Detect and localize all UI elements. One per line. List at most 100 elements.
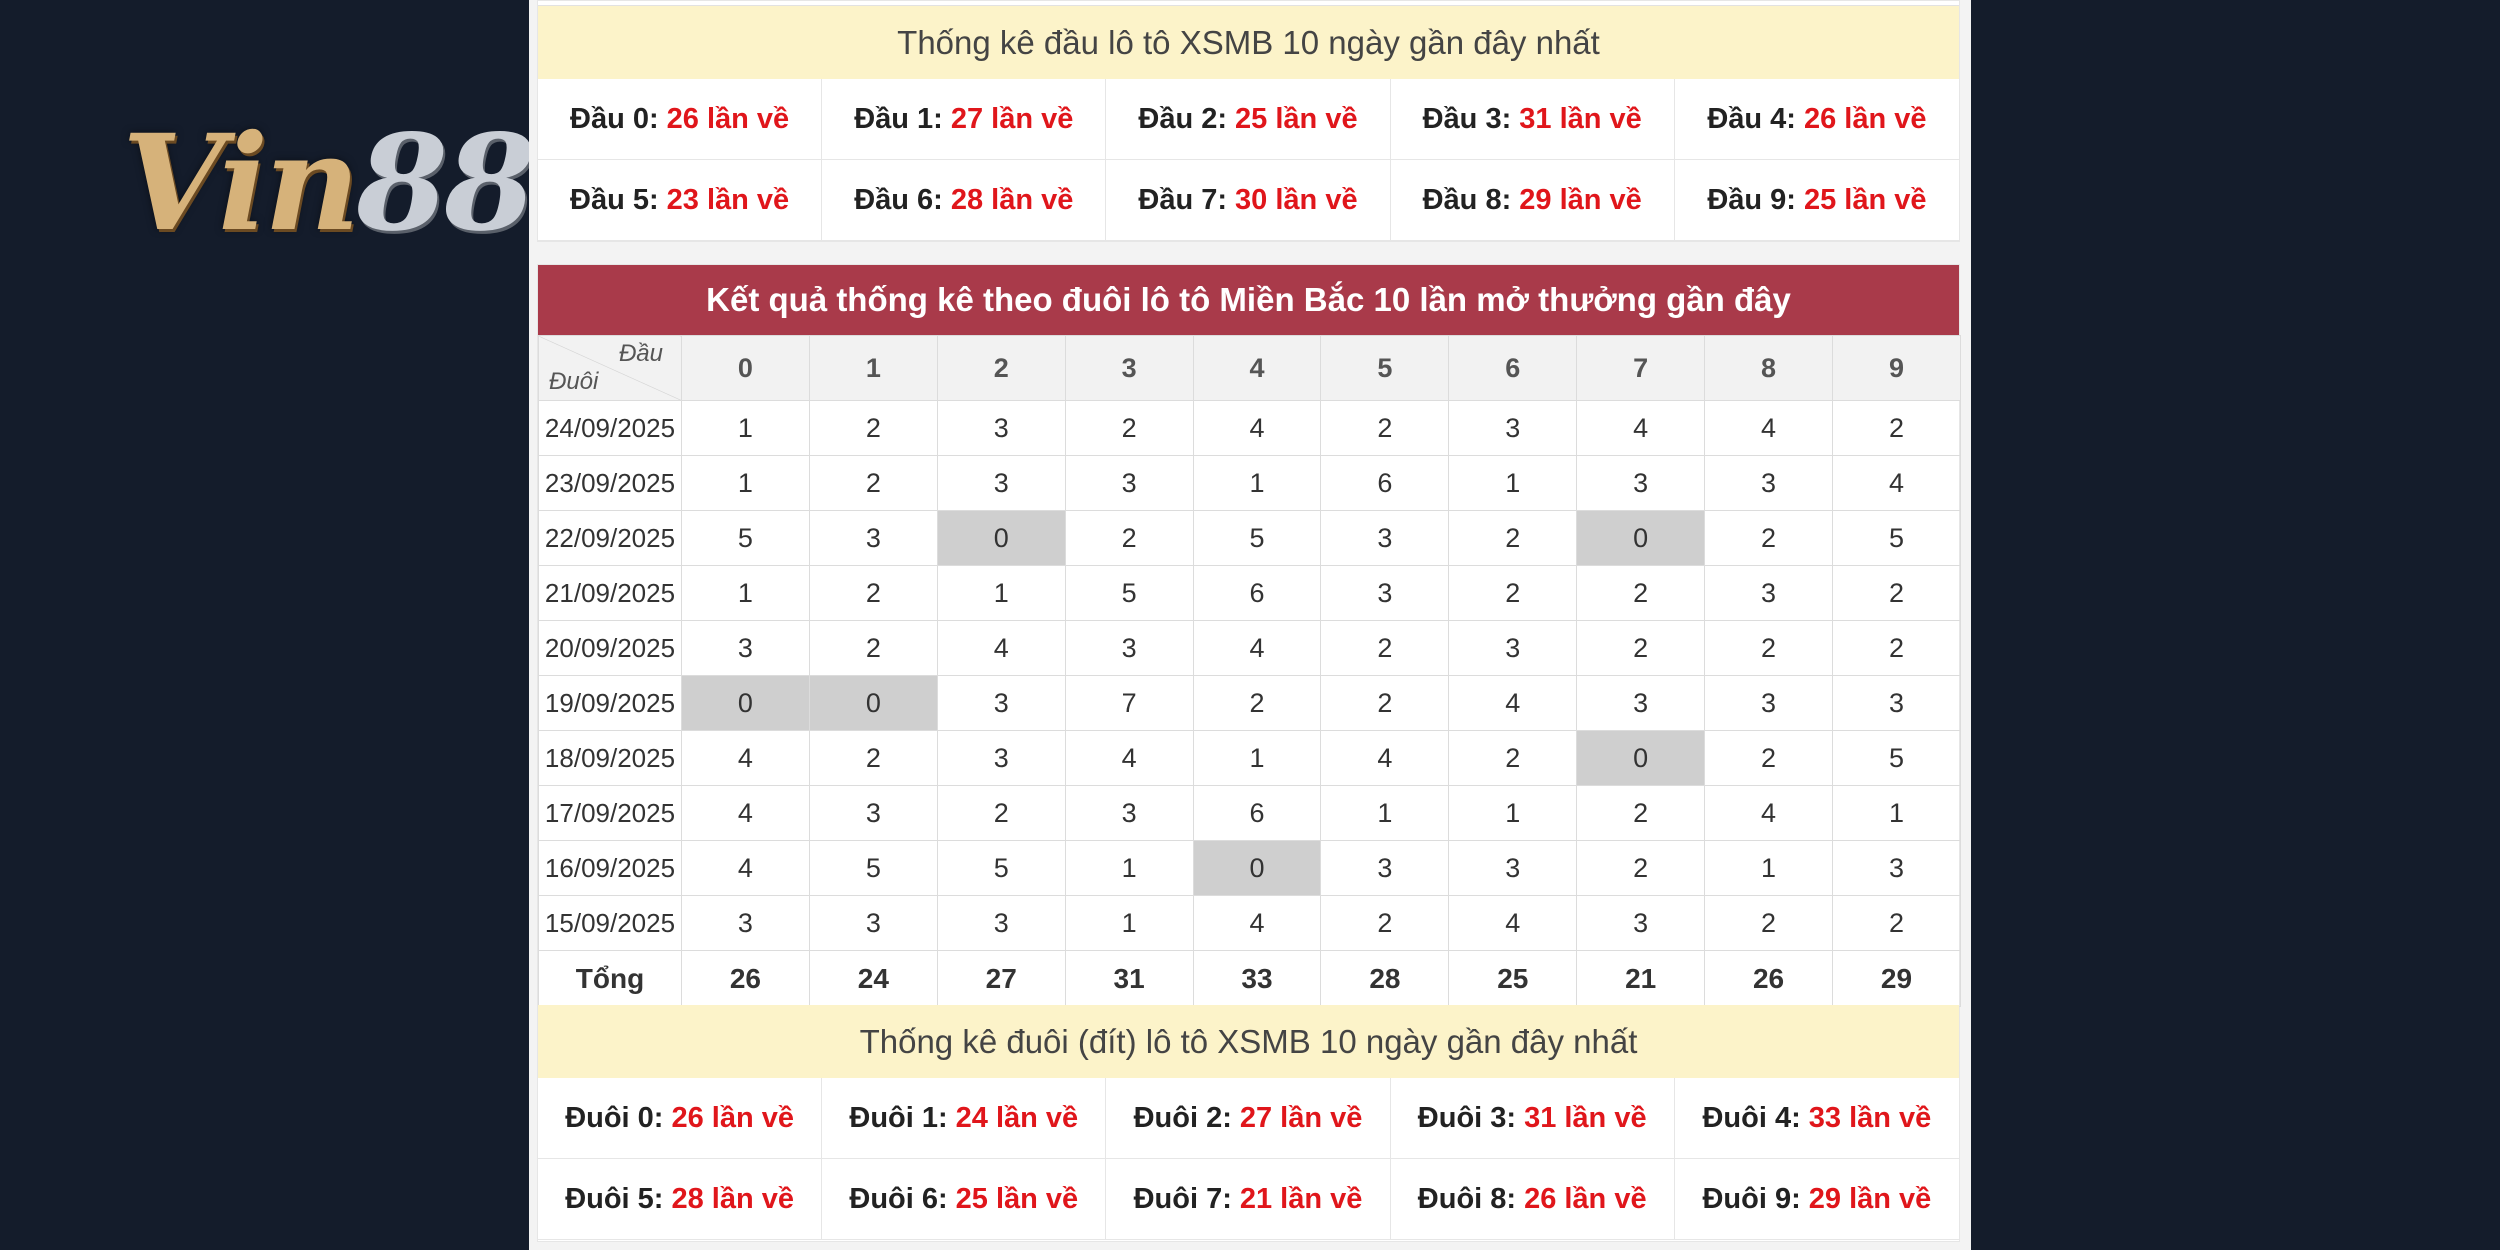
duoi-stat-value: 28 lần về <box>671 1182 794 1215</box>
dau-stat-label: Đầu 8: <box>1422 183 1512 216</box>
table-row: 24/09/2025 1 2 3 2 4 2 3 4 4 2 <box>538 400 1961 456</box>
dau-stats-box: Thống kê đầu lô tô XSMB 10 ngày gần đây … <box>537 0 1960 242</box>
dau-stat-6: Đầu 6: 28 lần về <box>822 160 1107 241</box>
count-cell: 3 <box>1704 675 1834 731</box>
dau-stat-value: 23 lần về <box>666 183 790 216</box>
logo-text: Vin <box>122 106 360 261</box>
count-cell: 4 <box>1704 400 1834 456</box>
count-cell: 4 <box>1448 675 1578 731</box>
count-cell: 2 <box>808 400 938 456</box>
corner-dau-label: Đầu <box>618 340 663 367</box>
count-cell: 4 <box>1320 730 1450 786</box>
count-cell: 5 <box>808 840 938 896</box>
count-cell: 3 <box>1576 675 1706 731</box>
row-date: 18/09/2025 <box>538 730 682 786</box>
row-date: 16/09/2025 <box>538 840 682 896</box>
count-cell: 2 <box>1704 620 1834 676</box>
count-cell: 5 <box>681 510 810 566</box>
count-cell: 6 <box>1320 455 1450 511</box>
count-cell: 6 <box>1192 565 1322 621</box>
count-cell: 2 <box>1448 565 1578 621</box>
table-row: 17/09/2025 4 3 2 3 6 1 1 2 4 1 <box>538 785 1961 841</box>
count-cell: 0 <box>1576 510 1706 566</box>
duoi-stats-grid: Đuôi 0: 26 lần về Đuôi 1: 24 lần về Đuôi 2… <box>538 1078 1959 1240</box>
dau-stat-value: 28 lần về <box>950 183 1074 216</box>
total-cell: 27 <box>936 950 1066 1007</box>
count-cell: 1 <box>1704 840 1834 896</box>
row-date: 17/09/2025 <box>538 785 682 841</box>
count-cell: 1 <box>1192 455 1322 511</box>
dau-stat-label: Đầu 1: <box>854 102 943 135</box>
duoi-stat-value: 29 lần về <box>1808 1182 1932 1215</box>
duoi-stat-6: Đuôi 6: 25 lần về <box>822 1159 1107 1240</box>
count-cell: 3 <box>1064 620 1194 676</box>
duoi-stat-1: Đuôi 1: 24 lần về <box>822 1078 1107 1159</box>
count-cell: 4 <box>1448 895 1578 951</box>
count-cell: 3 <box>808 895 938 951</box>
count-cell: 0 <box>681 675 810 731</box>
count-cell: 2 <box>1704 730 1834 786</box>
vin88-logo[interactable]: Vin88 <box>122 118 536 250</box>
count-cell: 4 <box>1192 620 1322 676</box>
duoi-results-title: Kết quả thống kê theo đuôi lô tô Miền Bắ… <box>538 265 1959 335</box>
duoi-results-table: Đầu Đuôi 0 1 2 3 4 5 6 7 8 9 24/09/2025 1… <box>538 335 1961 1007</box>
duoi-stat-value: 24 lần về <box>955 1101 1079 1134</box>
dau-stat-7: Đầu 7: 30 lần về <box>1106 160 1391 241</box>
count-cell: 4 <box>1064 730 1194 786</box>
total-cell: 33 <box>1192 950 1322 1007</box>
dau-stat-label: Đầu 3: <box>1422 102 1512 135</box>
column-header: 5 <box>1320 335 1450 401</box>
table-row: 19/09/2025 0 0 3 7 2 2 4 3 3 3 <box>538 675 1961 731</box>
table-row: 15/09/2025 3 3 3 1 4 2 4 3 2 2 <box>538 895 1961 951</box>
count-cell: 2 <box>1832 895 1961 951</box>
count-cell: 2 <box>808 730 938 786</box>
total-label: Tổng <box>538 950 682 1007</box>
count-cell: 2 <box>1832 400 1961 456</box>
count-cell: 3 <box>936 730 1066 786</box>
column-header: 0 <box>681 335 810 401</box>
count-cell: 0 <box>936 510 1066 566</box>
count-cell: 1 <box>681 565 810 621</box>
dau-stat-3: Đầu 3: 31 lần về <box>1390 79 1675 160</box>
count-cell: 4 <box>1576 400 1706 456</box>
count-cell: 1 <box>681 400 810 456</box>
count-cell: 1 <box>1448 785 1578 841</box>
corner-header: Đầu Đuôi <box>538 335 682 401</box>
column-header: 1 <box>808 335 938 401</box>
duoi-stat-label: Đuôi 1: <box>849 1101 948 1134</box>
count-cell: 2 <box>936 785 1066 841</box>
duoi-results-box: Kết quả thống kê theo đuôi lô tô Miền Bắ… <box>537 264 1961 1242</box>
count-cell: 2 <box>1832 565 1961 621</box>
total-cell: 25 <box>1448 950 1578 1007</box>
duoi-stat-label: Đuôi 0: <box>565 1101 664 1134</box>
count-cell: 4 <box>1832 455 1961 511</box>
count-cell: 3 <box>1832 840 1961 896</box>
dau-stat-value: 27 lần về <box>950 102 1074 135</box>
duoi-stat-value: 21 lần về <box>1239 1182 1363 1215</box>
duoi-stat-value: 27 lần về <box>1239 1101 1363 1134</box>
duoi-stats-title: Thống kê đuôi (đít) lô tô XSMB 10 ngày g… <box>538 1005 1959 1078</box>
count-cell: 1 <box>1448 455 1578 511</box>
column-header: 3 <box>1064 335 1194 401</box>
count-cell: 5 <box>1832 510 1961 566</box>
count-cell: 0 <box>1192 840 1322 896</box>
total-cell: 26 <box>1704 950 1834 1007</box>
dau-stat-label: Đầu 9: <box>1707 183 1796 216</box>
count-cell: 3 <box>1064 455 1194 511</box>
table-row: 16/09/2025 4 5 5 1 0 3 3 2 1 3 <box>538 840 1961 896</box>
count-cell: 2 <box>1576 620 1706 676</box>
dau-stat-label: Đầu 0: <box>570 102 659 135</box>
count-cell: 2 <box>1576 785 1706 841</box>
duoi-stat-value: 31 lần về <box>1524 1101 1647 1134</box>
total-cell: 21 <box>1576 950 1706 1007</box>
duoi-stat-value: 33 lần về <box>1808 1101 1932 1134</box>
count-cell: 2 <box>1320 675 1450 731</box>
stats-panel: Thống kê đầu lô tô XSMB 10 ngày gần đây … <box>529 0 1971 1250</box>
count-cell: 3 <box>1320 565 1450 621</box>
logo-number: 88 <box>356 106 536 261</box>
duoi-stat-8: Đuôi 8: 26 lần về <box>1390 1159 1675 1240</box>
dau-stat-value: 26 lần về <box>666 102 790 135</box>
dau-stats-title: Thống kê đầu lô tô XSMB 10 ngày gần đây … <box>538 6 1959 79</box>
row-date: 20/09/2025 <box>538 620 682 676</box>
row-date: 22/09/2025 <box>538 510 682 566</box>
